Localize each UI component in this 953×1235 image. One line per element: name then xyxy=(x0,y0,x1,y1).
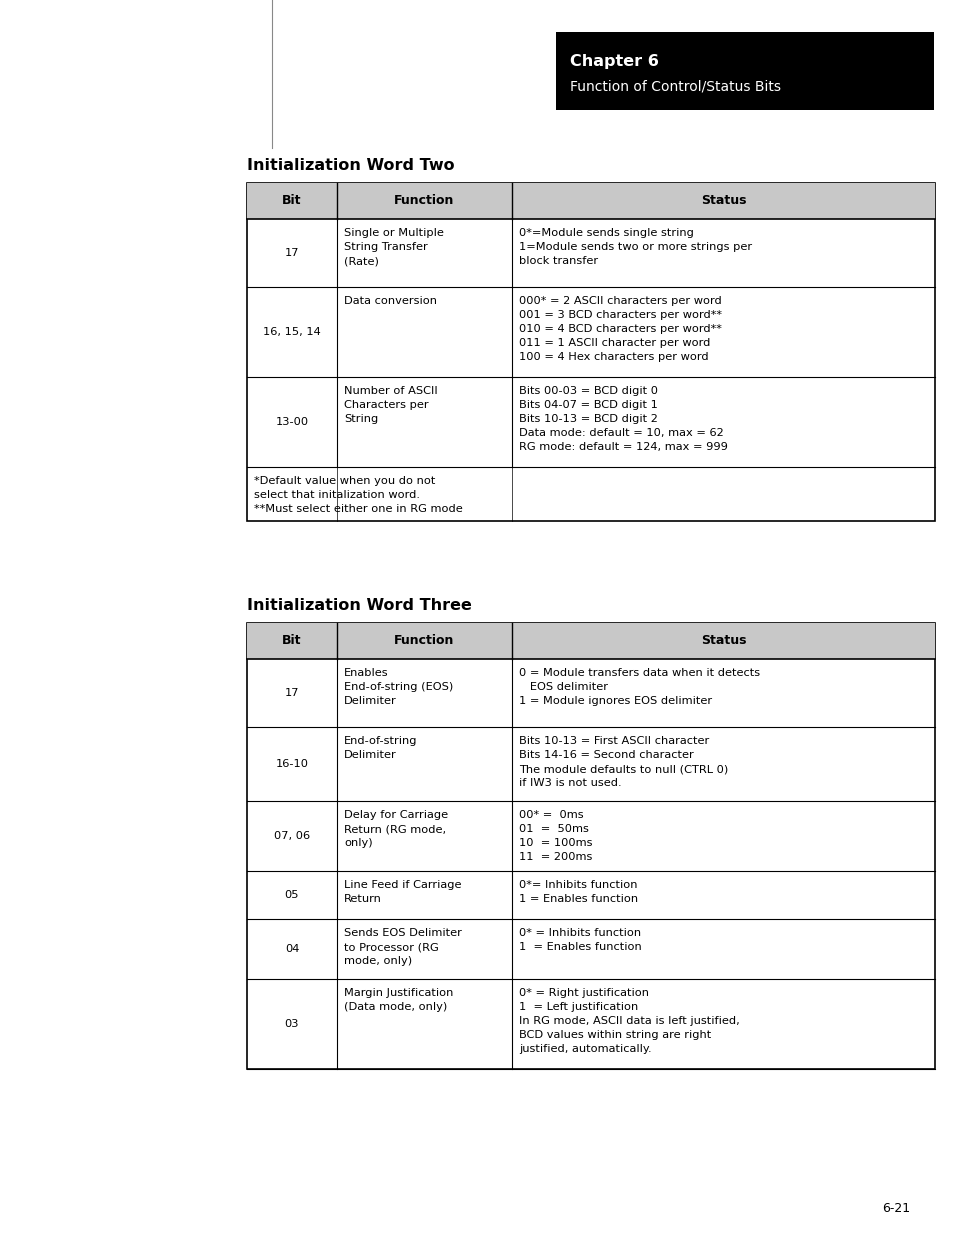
Bar xyxy=(247,183,934,521)
Text: 00* =  0ms
01  =  50ms
10  = 100ms
11  = 200ms: 00* = 0ms 01 = 50ms 10 = 100ms 11 = 200m… xyxy=(518,810,592,862)
Text: 05: 05 xyxy=(284,890,299,900)
Bar xyxy=(247,622,934,659)
Bar xyxy=(247,183,934,219)
Text: Sends EOS Delimiter
to Processor (RG
mode, only): Sends EOS Delimiter to Processor (RG mod… xyxy=(344,927,461,966)
Text: Initialization Word Two: Initialization Word Two xyxy=(247,158,455,173)
Text: 0 = Module transfers data when it detects
   EOS delimiter
1 = Module ignores EO: 0 = Module transfers data when it detect… xyxy=(518,668,760,706)
Text: 16-10: 16-10 xyxy=(275,760,308,769)
Text: 0* = Right justification
1  = Left justification
In RG mode, ASCII data is left : 0* = Right justification 1 = Left justif… xyxy=(518,988,739,1053)
Text: Bit: Bit xyxy=(282,635,301,647)
Bar xyxy=(247,622,934,1070)
Text: 6-21: 6-21 xyxy=(881,1202,909,1215)
Text: Number of ASCII
Characters per
String: Number of ASCII Characters per String xyxy=(344,387,437,424)
Text: Function: Function xyxy=(394,194,455,207)
Text: Bit: Bit xyxy=(282,194,301,207)
Text: 000* = 2 ASCII characters per word
001 = 3 BCD characters per word**
010 = 4 BCD: 000* = 2 ASCII characters per word 001 =… xyxy=(518,296,721,362)
Text: 0*=Module sends single string
1=Module sends two or more strings per
block trans: 0*=Module sends single string 1=Module s… xyxy=(518,228,751,266)
Text: Bits 00-03 = BCD digit 0
Bits 04-07 = BCD digit 1
Bits 10-13 = BCD digit 2
Data : Bits 00-03 = BCD digit 0 Bits 04-07 = BC… xyxy=(518,387,727,452)
Text: Enables
End-of-string (EOS)
Delimiter: Enables End-of-string (EOS) Delimiter xyxy=(344,668,453,706)
Text: 0* = Inhibits function
1  = Enables function: 0* = Inhibits function 1 = Enables funct… xyxy=(518,927,641,952)
Text: Line Feed if Carriage
Return: Line Feed if Carriage Return xyxy=(344,881,461,904)
Text: Status: Status xyxy=(700,194,745,207)
Text: Function: Function xyxy=(394,635,455,647)
Text: Initialization Word Three: Initialization Word Three xyxy=(247,598,472,613)
Text: Bits 10-13 = First ASCII character
Bits 14-16 = Second character
The module defa: Bits 10-13 = First ASCII character Bits … xyxy=(518,736,727,788)
Text: Function of Control/Status Bits: Function of Control/Status Bits xyxy=(569,80,781,94)
Text: Single or Multiple
String Transfer
(Rate): Single or Multiple String Transfer (Rate… xyxy=(344,228,443,266)
Text: 07, 06: 07, 06 xyxy=(274,831,310,841)
Text: 17: 17 xyxy=(284,688,299,698)
Text: Delay for Carriage
Return (RG mode,
only): Delay for Carriage Return (RG mode, only… xyxy=(344,810,448,848)
Text: *Default value when you do not
select that initalization word.
**Must select eit: *Default value when you do not select th… xyxy=(253,475,462,514)
Text: 0*= Inhibits function
1 = Enables function: 0*= Inhibits function 1 = Enables functi… xyxy=(518,881,638,904)
Text: 04: 04 xyxy=(285,944,299,953)
Text: Status: Status xyxy=(700,635,745,647)
Text: 17: 17 xyxy=(284,248,299,258)
Text: 16, 15, 14: 16, 15, 14 xyxy=(263,327,320,337)
Text: Margin Justification
(Data mode, only): Margin Justification (Data mode, only) xyxy=(344,988,453,1011)
Bar xyxy=(556,32,933,110)
Text: End-of-string
Delimiter: End-of-string Delimiter xyxy=(344,736,417,760)
Text: Data conversion: Data conversion xyxy=(344,296,436,306)
Text: 03: 03 xyxy=(284,1019,299,1029)
Text: Chapter 6: Chapter 6 xyxy=(569,54,659,69)
Text: 13-00: 13-00 xyxy=(275,417,308,427)
